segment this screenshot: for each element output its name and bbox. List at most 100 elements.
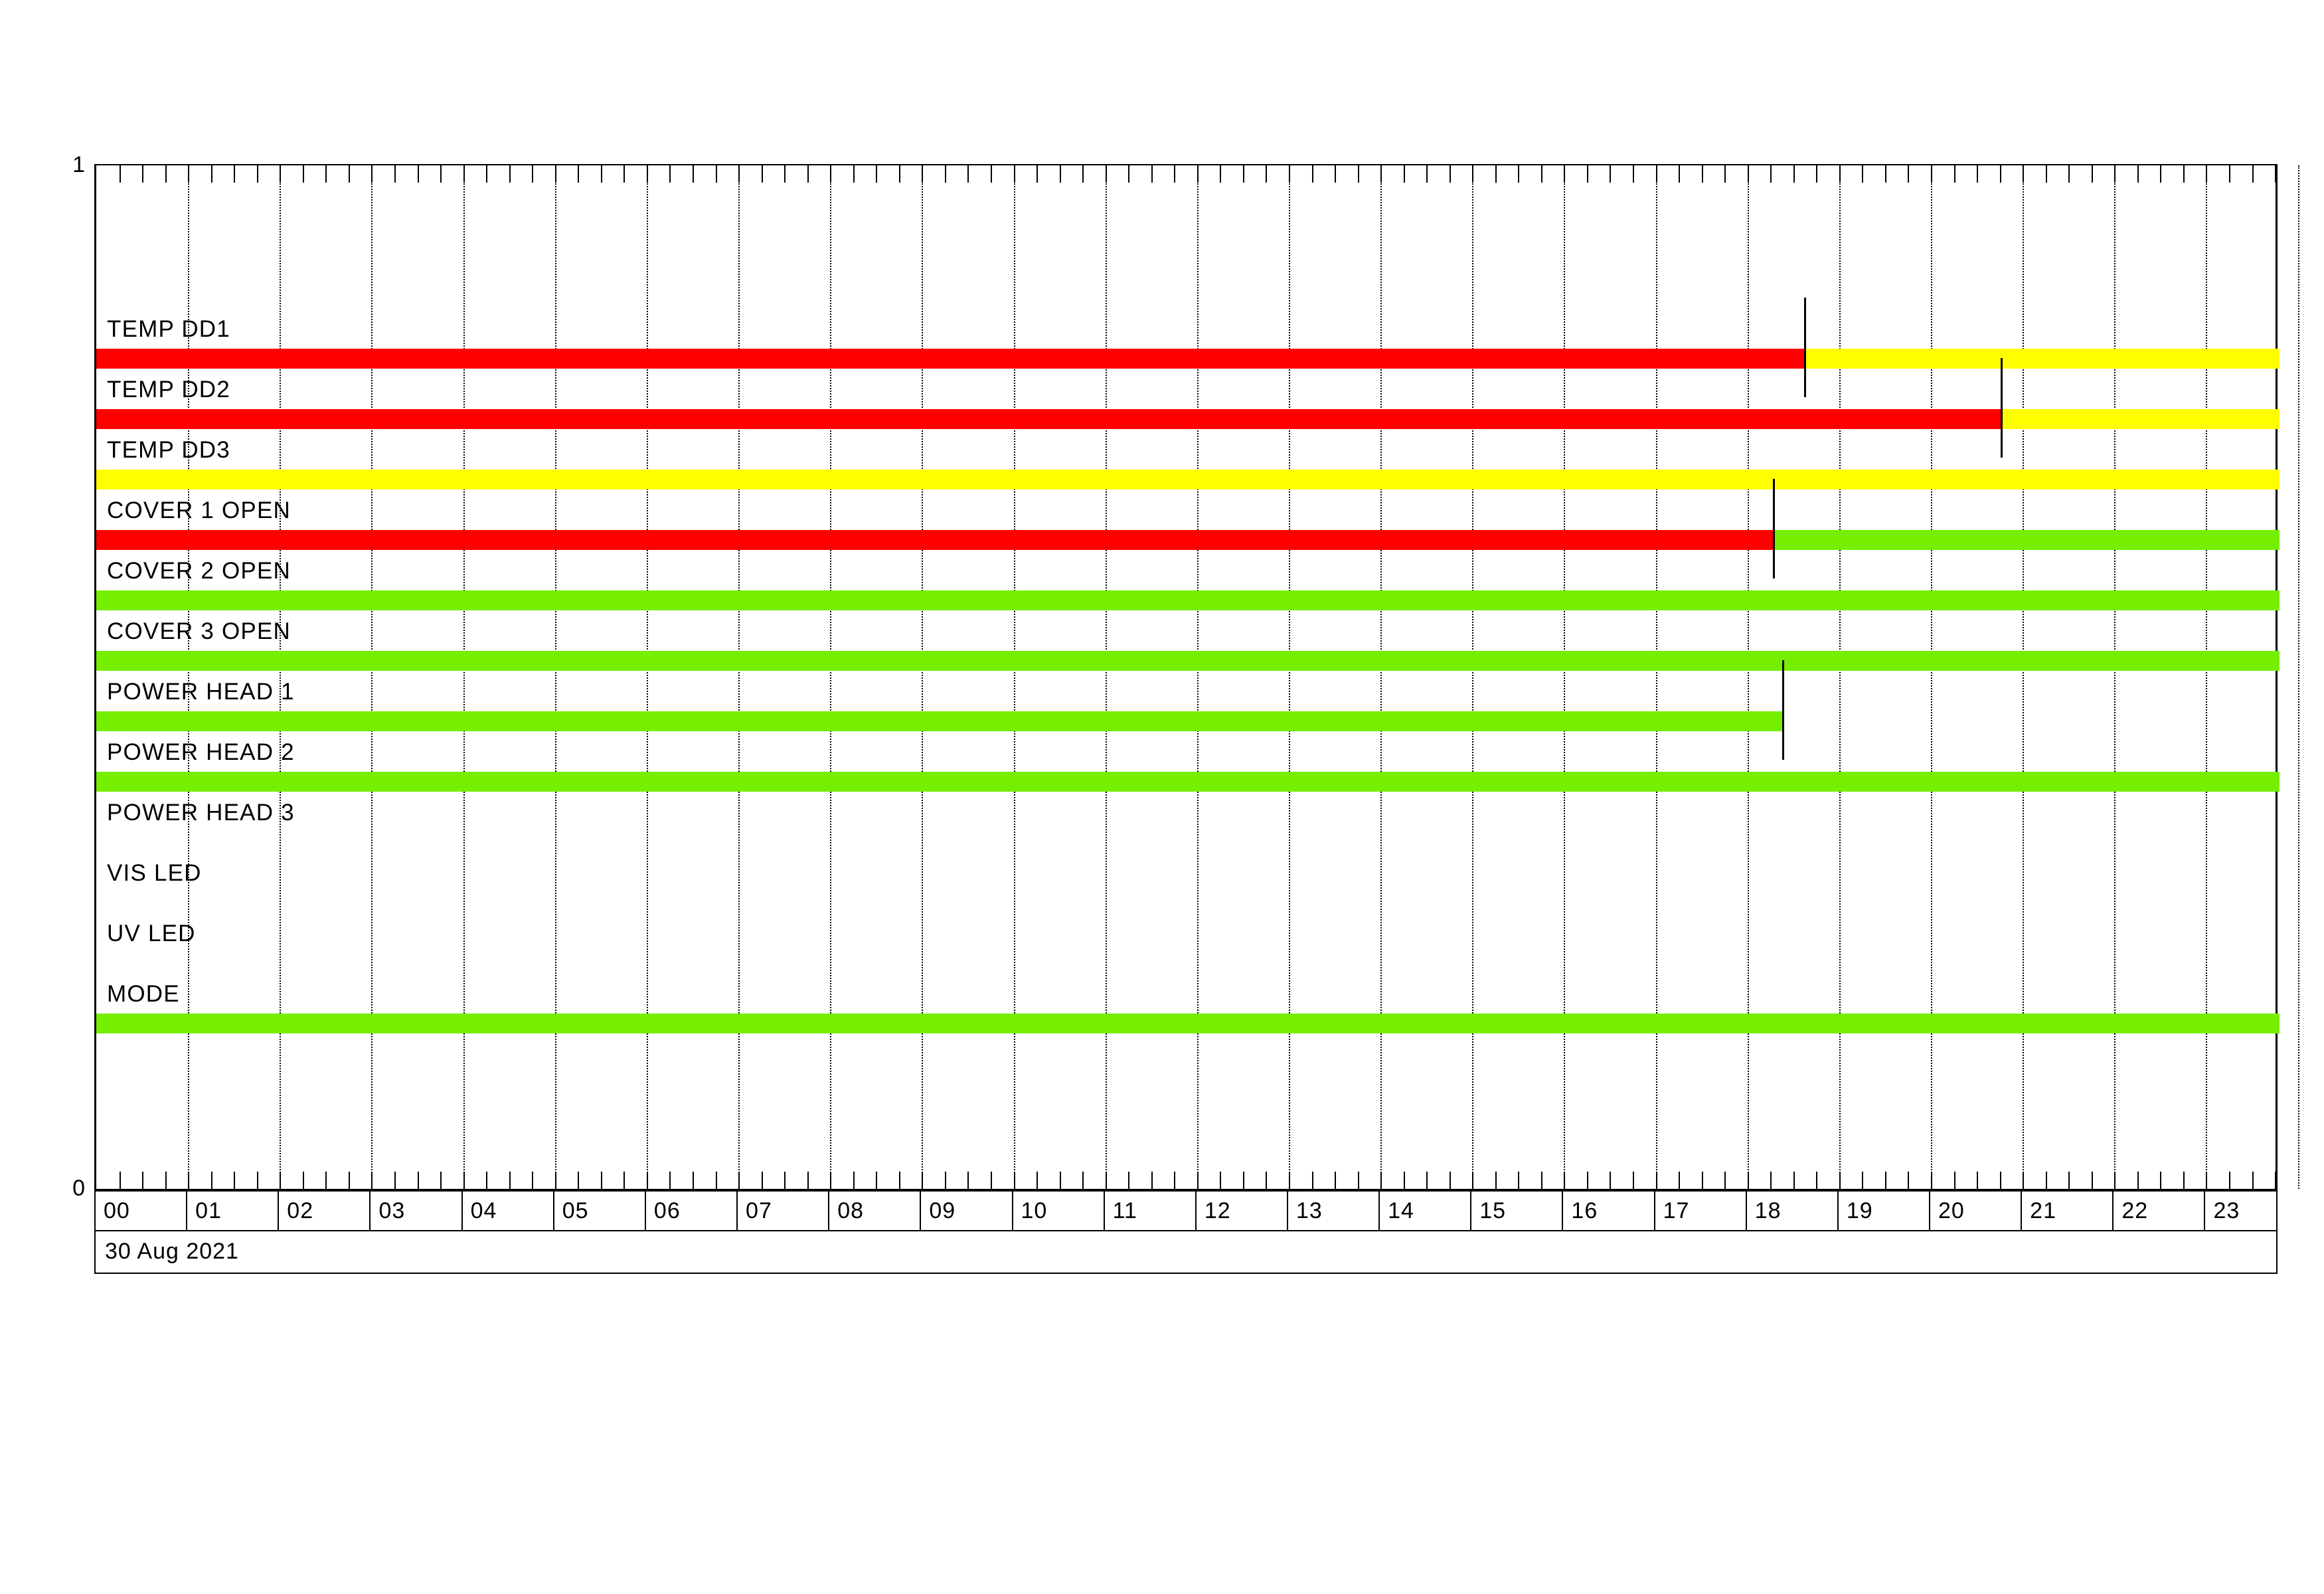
quarter-hour-tick: [1633, 1172, 1635, 1189]
y-axis-top-label: 1: [72, 152, 85, 177]
quarter-hour-tick: [898, 165, 900, 183]
quarter-hour-tick: [394, 165, 396, 183]
quarter-hour-tick: [600, 1172, 602, 1189]
quarter-hour-tick: [1701, 1172, 1703, 1189]
hour-label-cell: 18: [1747, 1192, 1839, 1230]
hour-gridline: [1013, 165, 1015, 1189]
status-segment-red: [96, 349, 1805, 369]
quarter-hour-tick: [2114, 1172, 2116, 1189]
hour-label: 11: [1112, 1198, 1137, 1223]
quarter-hour-tick: [1128, 1172, 1130, 1189]
hour-label-cell: 19: [1839, 1192, 1930, 1230]
quarter-hour-tick: [440, 1172, 442, 1189]
hour-label: 09: [929, 1198, 956, 1223]
quarter-hour-tick: [1540, 165, 1542, 183]
hour-gridline: [2206, 165, 2208, 1189]
quarter-hour-tick: [325, 165, 327, 183]
quarter-hour-tick: [761, 165, 763, 183]
quarter-hour-tick: [578, 1172, 580, 1189]
hour-gridline: [830, 165, 832, 1189]
quarter-hour-tick: [2252, 1172, 2254, 1189]
quarter-hour-tick: [2206, 1172, 2208, 1189]
quarter-hour-tick: [2045, 165, 2047, 183]
hour-label-cell: 17: [1655, 1192, 1747, 1230]
quarter-hour-tick: [2137, 165, 2139, 183]
quarter-hour-tick: [1839, 1172, 1841, 1189]
quarter-hour-tick: [302, 1172, 304, 1189]
hour-label: 15: [1479, 1198, 1507, 1223]
quarter-hour-tick: [348, 165, 350, 183]
quarter-hour-tick: [1082, 165, 1084, 183]
quarter-hour-tick: [944, 1172, 946, 1189]
quarter-hour-tick: [1266, 1172, 1268, 1189]
quarter-hour-tick: [1862, 165, 1864, 183]
status-row: TEMP DD1: [96, 298, 2280, 397]
quarter-hour-tick: [188, 165, 190, 183]
status-row: COVER 1 OPEN: [96, 479, 2280, 578]
quarter-hour-tick: [1335, 165, 1337, 183]
quarter-hour-tick: [898, 1172, 900, 1189]
quarter-hour-tick: [234, 1172, 236, 1189]
quarter-hour-tick: [1999, 165, 2001, 183]
quarter-hour-tick: [967, 165, 969, 183]
quarter-hour-tick: [1174, 165, 1176, 183]
status-row-label: MODE: [107, 981, 180, 1007]
quarter-hour-tick: [1931, 165, 1933, 183]
quarter-hour-tick: [967, 1172, 969, 1189]
quarter-hour-tick: [2068, 1172, 2070, 1189]
quarter-hour-tick: [1884, 165, 1886, 183]
status-segment-red: [96, 530, 1774, 550]
hour-label: 05: [562, 1198, 589, 1223]
quarter-hour-tick: [669, 1172, 671, 1189]
quarter-hour-tick: [371, 1172, 373, 1189]
status-bar-strip: [96, 590, 2280, 610]
y-axis-bottom-label: 0: [72, 1176, 85, 1201]
hour-gridline: [554, 165, 556, 1189]
hour-label: 10: [1021, 1198, 1048, 1223]
hour-label: 02: [287, 1198, 314, 1223]
quarter-hour-tick: [692, 165, 694, 183]
quarter-hour-tick: [1059, 165, 1061, 183]
hour-label-cell: 02: [279, 1192, 371, 1230]
hour-gridline: [1931, 165, 1933, 1189]
quarter-hour-tick: [715, 1172, 717, 1189]
status-row-label: POWER HEAD 1: [107, 679, 295, 705]
quarter-hour-tick: [876, 165, 878, 183]
hour-label: 19: [1846, 1198, 1873, 1223]
hour-label: 00: [104, 1198, 130, 1223]
quarter-hour-tick: [509, 1172, 511, 1189]
quarter-hour-tick: [1586, 165, 1588, 183]
quarter-hour-tick: [1174, 1172, 1176, 1189]
quarter-hour-tick: [990, 165, 992, 183]
hour-gridline: [922, 165, 924, 1189]
quarter-hour-tick: [2275, 165, 2277, 183]
quarter-hour-tick: [440, 165, 442, 183]
quarter-hour-tick: [876, 1172, 878, 1189]
quarter-hour-tick: [1037, 1172, 1038, 1189]
quarter-hour-tick: [2068, 165, 2070, 183]
hour-gridline: [188, 165, 190, 1189]
quarter-hour-tick: [1128, 165, 1130, 183]
quarter-hour-tick: [1518, 165, 1520, 183]
quarter-hour-tick: [1105, 165, 1107, 183]
quarter-hour-tick: [1564, 1172, 1566, 1189]
status-row-label: TEMP DD1: [107, 316, 230, 342]
quarter-hour-tick: [2114, 165, 2116, 183]
status-bar-strip: [96, 1014, 2280, 1033]
quarter-hour-tick: [1999, 1172, 2001, 1189]
hour-gridline: [646, 165, 648, 1189]
quarter-hour-tick: [1266, 165, 1268, 183]
hour-label-cell: 22: [2114, 1192, 2206, 1230]
quarter-hour-tick: [2183, 165, 2185, 183]
status-bar-strip: [96, 530, 2280, 550]
quarter-hour-tick: [1816, 165, 1818, 183]
quarter-hour-tick: [1495, 1172, 1497, 1189]
quarter-hour-tick: [1747, 165, 1749, 183]
hour-label-cell: 09: [921, 1192, 1013, 1230]
hour-label-cell: 06: [646, 1192, 738, 1230]
quarter-hour-tick: [2091, 1172, 2093, 1189]
quarter-hour-tick: [119, 165, 121, 183]
status-row: MODE: [96, 976, 2280, 1036]
status-row: POWER HEAD 3: [96, 794, 2276, 855]
hour-gridline: [1839, 165, 1841, 1189]
